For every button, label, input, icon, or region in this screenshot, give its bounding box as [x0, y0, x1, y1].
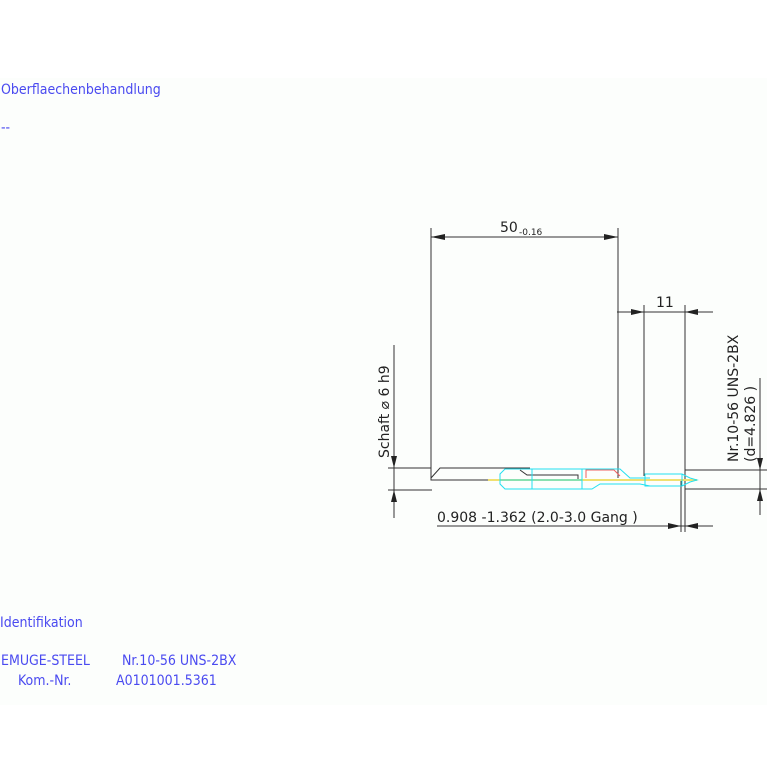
drawing-area	[0, 78, 767, 705]
product-name: EMUGE-STEEL	[1, 653, 90, 669]
chamfer-dimension: 0.908 -1.362 (2.0-3.0 Gang )	[437, 510, 713, 529]
identification-title: Identifikation	[0, 615, 83, 631]
thread-label: Nr.10-56 UNS-2BX	[726, 334, 742, 462]
thread-diameter: (d=4.826 )	[743, 386, 759, 462]
thread-length-dimension: 11	[617, 295, 713, 532]
chamfer-label: 0.908 -1.362 (2.0-3.0 Gang )	[437, 510, 638, 526]
thread-diameter-dimension: Nr.10-56 UNS-2BX (d=4.826 )	[685, 334, 767, 515]
length-dimension: 50 -0.16	[430, 220, 619, 478]
length-tolerance: -0.16	[519, 228, 543, 238]
shank-dimension: Schaft ⌀ 6 h9	[377, 345, 432, 518]
length-value: 50	[500, 220, 518, 236]
tap-tool	[430, 467, 699, 490]
kom-nr-value: A0101001.5361	[116, 673, 217, 689]
shank-label: Schaft ⌀ 6 h9	[377, 365, 393, 458]
kom-nr-label: Kom.-Nr.	[18, 673, 71, 689]
surface-treatment-value: --	[1, 120, 10, 136]
thread-length-value: 11	[656, 295, 674, 311]
surface-treatment-title: Oberflaechenbehandlung	[1, 82, 161, 98]
product-number: Nr.10-56 UNS-2BX	[122, 653, 237, 669]
